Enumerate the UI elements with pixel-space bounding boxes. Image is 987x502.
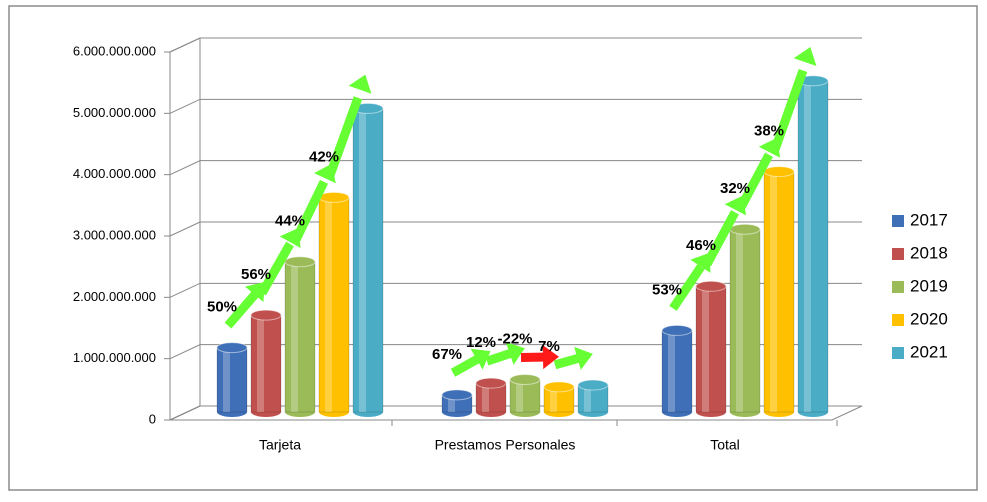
x-tick-label: Prestamos Personales — [435, 437, 576, 453]
bar — [250, 314, 282, 413]
bar-shine — [325, 197, 332, 412]
bar — [216, 347, 248, 413]
bar-cap — [729, 223, 761, 235]
growth-arrow — [258, 241, 294, 296]
growth-label: -22% — [497, 330, 532, 347]
y-tick-label: 1.000.000.000 — [73, 350, 156, 365]
growth-label: 56% — [241, 266, 271, 283]
bar-cap — [475, 377, 507, 389]
x-tick-label: Total — [710, 437, 740, 453]
grid-line — [169, 37, 862, 53]
y-tick-label: 4.000.000.000 — [73, 166, 156, 181]
bar-shine — [702, 286, 709, 412]
bar-shine — [223, 347, 230, 412]
bar-cap — [216, 342, 248, 354]
grid-line — [169, 344, 862, 360]
legend-label: 2018 — [910, 243, 948, 262]
growth-label: 46% — [686, 237, 716, 254]
bar — [695, 285, 727, 413]
legend-label: 2021 — [910, 342, 948, 361]
legend-swatch — [892, 215, 904, 227]
arrow-head — [793, 47, 817, 67]
growth-arrow — [291, 179, 329, 242]
arrow-head — [470, 348, 491, 370]
bar-cap — [763, 166, 795, 178]
bar-cap — [318, 191, 350, 203]
bar-shine — [291, 261, 298, 412]
arrow-head — [505, 342, 525, 365]
bar-shine — [668, 330, 675, 412]
y-tick-label: 5.000.000.000 — [73, 105, 156, 120]
growth-label: 67% — [432, 346, 462, 363]
growth-arrow — [450, 353, 484, 377]
grid-line — [169, 221, 862, 237]
y-tick-label: 3.000.000.000 — [73, 227, 156, 242]
bar-cap — [509, 373, 541, 385]
bar-cap — [577, 379, 609, 391]
legend-swatch — [892, 248, 904, 260]
growth-arrow — [770, 69, 808, 152]
growth-label: 38% — [754, 123, 784, 140]
bar-shine — [359, 108, 366, 413]
legend-label: 2017 — [910, 210, 948, 229]
growth-arrow — [224, 290, 260, 329]
growth-arrow — [703, 210, 739, 267]
grid-line — [169, 282, 862, 298]
grid-line — [169, 98, 862, 114]
bar-shine — [770, 171, 777, 412]
grid-line — [169, 405, 862, 421]
growth-arrow — [737, 152, 773, 210]
growth-arrow — [669, 264, 705, 311]
bar-cap — [695, 280, 727, 292]
legend-label: 2020 — [910, 309, 948, 328]
bar-cap — [661, 324, 693, 336]
bar — [797, 80, 829, 413]
y-tick-label: 2.000.000.000 — [73, 289, 156, 304]
bar — [318, 196, 350, 413]
bar-cap — [543, 381, 575, 393]
y-tick-label: 6.000.000.000 — [73, 43, 156, 58]
bar-shine — [736, 229, 743, 412]
growth-label: 44% — [275, 213, 305, 230]
bar-shine — [482, 383, 489, 412]
legend-swatch — [892, 347, 904, 359]
arrow-head — [348, 74, 372, 94]
arrow-head — [245, 282, 265, 302]
bar-shine — [584, 385, 591, 412]
bar-cap — [250, 309, 282, 321]
arrow-head — [542, 345, 559, 370]
grid-line — [169, 160, 862, 176]
growth-label: 12% — [466, 334, 496, 351]
legend-swatch — [892, 314, 904, 326]
growth-label: 32% — [720, 180, 750, 197]
bar-shine — [257, 315, 264, 412]
growth-label: 50% — [207, 299, 237, 316]
bar — [729, 228, 761, 413]
growth-label: 53% — [652, 281, 682, 298]
growth-arrow — [325, 96, 363, 177]
bar-shine — [448, 394, 455, 412]
growth-label: 7% — [538, 338, 560, 355]
bar — [763, 171, 795, 413]
bar — [661, 329, 693, 413]
legend-swatch — [892, 281, 904, 293]
bar — [352, 107, 384, 413]
bar-shine — [516, 379, 523, 412]
bar-cap — [284, 256, 316, 268]
legend-label: 2019 — [910, 276, 948, 295]
bar-shine — [804, 80, 811, 413]
arrow-head — [574, 346, 593, 370]
bar — [284, 261, 316, 413]
growth-label: 42% — [309, 148, 339, 165]
bar-shine — [550, 386, 557, 412]
bar-cap — [441, 389, 473, 401]
x-tick-label: Tarjeta — [259, 437, 301, 453]
y-tick-label: 0 — [149, 411, 156, 426]
